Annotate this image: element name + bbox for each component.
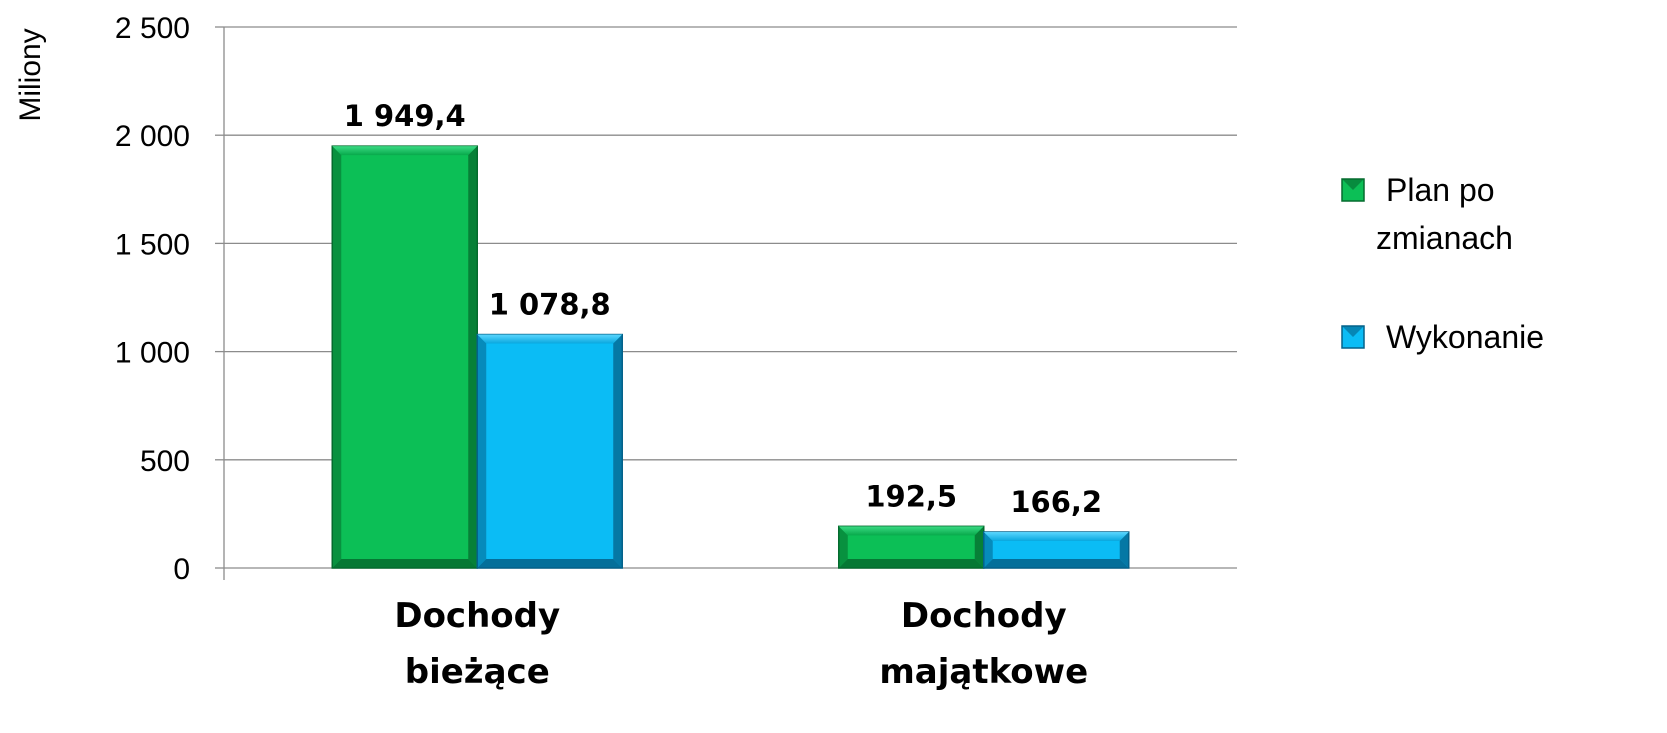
bar-bevel-right bbox=[974, 526, 984, 568]
bar bbox=[331, 145, 478, 569]
bar-bevel-left bbox=[332, 146, 342, 568]
legend-marker bbox=[1341, 178, 1365, 202]
legend-label: zmianach bbox=[1376, 220, 1513, 256]
bar-bevel-left bbox=[477, 334, 487, 568]
y-tick-label: 1 500 bbox=[115, 228, 190, 261]
bar-bevel-bottom bbox=[477, 559, 623, 568]
x-category-label: Dochody bbox=[901, 596, 1067, 636]
data-label: 1 078,8 bbox=[489, 288, 611, 322]
bar-bevel-right bbox=[468, 146, 478, 568]
bar-bevel-bottom bbox=[332, 559, 478, 568]
data-label: 166,2 bbox=[1010, 485, 1102, 519]
y-tick-label: 2 500 bbox=[115, 12, 190, 45]
bar bbox=[983, 531, 1130, 569]
data-label: 192,5 bbox=[865, 479, 957, 513]
y-axis-title: Miliony bbox=[14, 28, 47, 121]
y-tick-label: 500 bbox=[140, 445, 190, 478]
legend-label: Plan po bbox=[1386, 172, 1495, 208]
bar-bevel-left bbox=[983, 532, 993, 568]
bar-bevel-bottom bbox=[983, 559, 1129, 568]
bar-bevel-top bbox=[477, 334, 623, 344]
bar-bevel-right bbox=[613, 334, 623, 568]
bars bbox=[331, 145, 1130, 569]
bar-face bbox=[476, 333, 623, 569]
y-tick-label: 1 000 bbox=[115, 337, 190, 370]
data-label: 1 949,4 bbox=[344, 99, 466, 133]
legend-marker-bevel bbox=[1342, 326, 1364, 337]
legend-marker bbox=[1341, 325, 1365, 349]
y-tick-label: 2 000 bbox=[115, 120, 190, 153]
legend-marker-bevel bbox=[1342, 179, 1364, 190]
bar bbox=[476, 333, 623, 569]
legend: Plan po zmianach Wykonanie bbox=[1341, 172, 1544, 355]
legend-label: Wykonanie bbox=[1386, 319, 1544, 355]
y-tick-label: 0 bbox=[173, 553, 190, 586]
bar-bevel-bottom bbox=[838, 559, 984, 568]
x-category-label: Dochody bbox=[394, 596, 560, 636]
bar-bevel-top bbox=[838, 526, 984, 536]
bar-bevel-top bbox=[332, 146, 478, 156]
x-category-label: majątkowe bbox=[879, 652, 1088, 692]
bar-bevel-right bbox=[1119, 532, 1129, 568]
bar-face bbox=[331, 145, 478, 569]
bar-bevel-left bbox=[838, 526, 848, 568]
data-labels: 1 949,4 1 078,8 192,5 166,2 bbox=[344, 99, 1102, 519]
bar-bevel-top bbox=[983, 532, 1129, 542]
bar bbox=[838, 525, 985, 569]
x-category-label: bieżące bbox=[405, 652, 550, 692]
